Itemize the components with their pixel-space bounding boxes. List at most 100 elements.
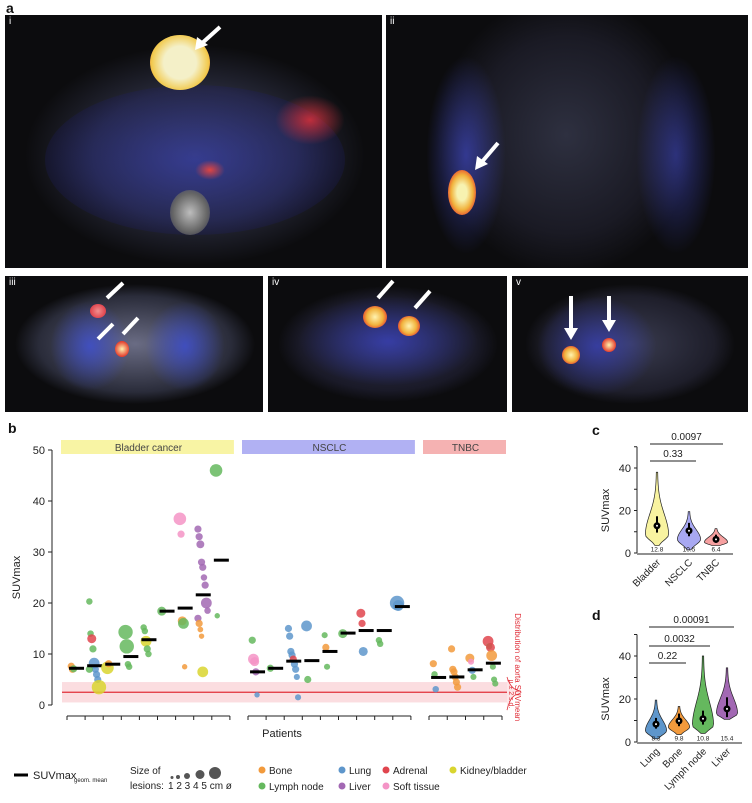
legend-swatch-soft-tissue	[382, 782, 390, 790]
aorta-distribution-curve	[506, 676, 522, 711]
y-tick-label: 20	[619, 694, 631, 706]
group-header-label: NSCLC	[312, 443, 346, 454]
lesion-point-lung	[294, 694, 302, 701]
arrow-icon	[96, 281, 140, 341]
lesion-point-liver	[204, 607, 211, 614]
image-label-v: v	[516, 277, 521, 288]
category-label: Liver	[710, 746, 734, 770]
legend-size-circle	[209, 767, 221, 779]
pet-ct-image-iii: iii	[5, 276, 263, 412]
median-point-center	[656, 524, 658, 527]
y-tick-label: 40	[33, 496, 45, 508]
lesion-point-soft-tissue	[467, 658, 475, 665]
legend-size-circle	[176, 775, 180, 779]
image-label-i: i	[9, 16, 12, 27]
legend-label: Soft tissue	[393, 782, 440, 793]
violin-bladder	[645, 471, 669, 546]
median-point-center	[688, 529, 690, 532]
lesion-point-liver	[200, 574, 208, 581]
image-label-iii: iii	[9, 277, 16, 288]
lesion-point-bone	[198, 633, 205, 639]
lesion-point-kidney-bladder	[197, 666, 209, 678]
legend-label: Lymph node	[269, 782, 324, 793]
y-axis-label: SUVmax	[600, 677, 612, 721]
lesion-point-lymph-node	[214, 613, 220, 619]
median-value-label: 12.8	[651, 547, 664, 554]
lesion-point-lung	[254, 692, 260, 698]
y-axis-label: SUVmax	[600, 488, 612, 532]
category-label: Lung	[639, 746, 663, 770]
legend-swatch-bone	[258, 766, 266, 774]
legend-swatch-adrenal	[382, 766, 390, 774]
y-tick-label: 40	[619, 651, 631, 663]
legend-size-circle	[195, 770, 205, 779]
legend-size-circle	[184, 773, 190, 779]
lesion-point-lymph-node	[304, 675, 312, 684]
lesion-point-soft-tissue	[250, 657, 260, 667]
lesion-point-lymph-node	[85, 665, 93, 673]
group-header-bladder-cancer	[61, 440, 234, 454]
median-point-center	[715, 538, 717, 541]
panel-label-d: d	[592, 607, 601, 623]
lesion-point-bone	[195, 619, 203, 628]
pet-ct-image-ii: ii	[386, 15, 748, 268]
lesion-point-lymph-node	[209, 464, 223, 477]
median-point-center	[678, 719, 680, 722]
group-header-nsclc	[242, 440, 415, 454]
lesion-point-lymph-node	[89, 645, 97, 653]
lesion-point-lung	[292, 665, 300, 673]
violin-liver	[716, 667, 738, 720]
legend-swatch-lymph-node	[258, 782, 266, 790]
category-label: TNBC	[695, 557, 722, 584]
lesion-point-soft-tissue	[177, 530, 185, 538]
lesion-point-soft-tissue	[173, 512, 187, 526]
aorta-band-label: μ ± 2 s.d.	[507, 680, 514, 709]
panel-label-a: a	[6, 0, 14, 16]
lesion-point-liver	[201, 581, 209, 589]
panel-label-b: b	[8, 420, 17, 436]
median-value-label: 15.4	[721, 736, 734, 743]
lesion-point-adrenal	[87, 634, 97, 644]
y-tick-label: 0	[625, 548, 631, 560]
legend-size-ticks: 1 2 3 4 5 cm ø	[168, 781, 232, 792]
lesion-point-lymph-node	[470, 673, 477, 681]
lesion-point-lymph-node	[321, 632, 328, 639]
image-label-ii: ii	[390, 16, 395, 27]
lesion-point-lymph-node	[143, 645, 151, 653]
panel-label-c: c	[592, 422, 600, 438]
lesion-point-lung	[432, 685, 439, 693]
legend-label: Bone	[269, 766, 293, 777]
lesion-point-lymph-node	[125, 663, 133, 670]
violin-lymph-node	[692, 655, 714, 734]
p-value-label: 0.0032	[664, 634, 695, 645]
median-point-center	[702, 717, 704, 720]
median-value-label: 8.3	[651, 736, 660, 743]
lesion-point-lymph-node	[323, 663, 331, 670]
lesion-point-adrenal	[356, 608, 366, 618]
lesion-point-lymph-node	[145, 650, 152, 658]
lesion-point-lung	[293, 673, 300, 681]
y-axis-label: SUVmax	[11, 555, 23, 599]
arrow-icon	[564, 296, 616, 340]
arrow-icon	[475, 141, 500, 170]
y-tick-label: 0	[39, 700, 45, 712]
image-label-iv: iv	[272, 277, 280, 288]
legend-label: Kidney/bladder	[460, 766, 527, 777]
legend-label: Adrenal	[393, 766, 427, 777]
lesion-point-lymph-node	[492, 680, 499, 687]
lesion-point-lung	[358, 646, 368, 656]
arrow-icon	[376, 279, 432, 310]
lesion-point-bone	[181, 664, 188, 670]
pet-ct-image-i: i	[5, 15, 382, 268]
legend-swatch-liver	[338, 782, 346, 790]
p-value-label: 0.33	[663, 449, 683, 460]
group-header-label: TNBC	[452, 443, 479, 454]
lesion-point-adrenal	[485, 642, 495, 652]
y-tick-label: 20	[619, 506, 631, 518]
median-value-label: 10.8	[697, 736, 710, 743]
legend-swatch-lung	[338, 766, 346, 774]
lesion-point-bone	[322, 643, 330, 651]
lesion-point-liver	[194, 525, 202, 533]
legend-size-title: Size of	[130, 766, 161, 777]
